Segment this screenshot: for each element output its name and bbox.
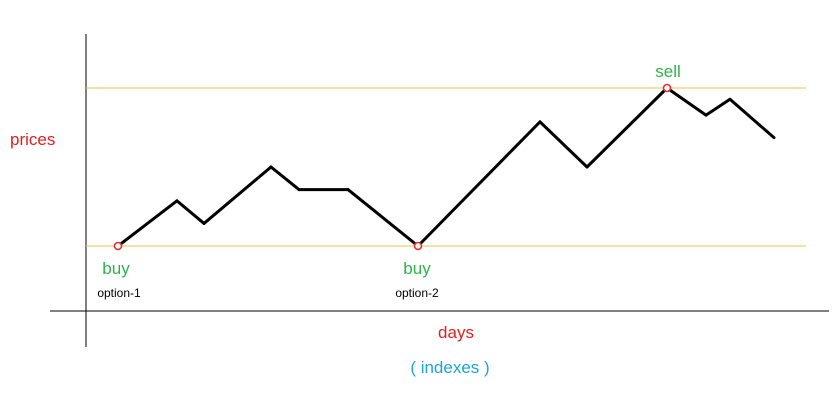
price-segment-9 — [585, 86, 669, 169]
x-axis-note: ( indexes ) — [410, 358, 489, 377]
y-axis-label: prices — [10, 130, 55, 149]
buy-label-1: buy — [102, 259, 130, 278]
buy-marker-2 — [413, 241, 423, 251]
price-segment-12 — [728, 97, 776, 140]
option-label-2: option-2 — [395, 286, 439, 300]
price-segment-3 — [202, 165, 273, 225]
x-axis-label: days — [438, 323, 474, 342]
price-segment-1 — [116, 199, 179, 248]
price-segment-6 — [346, 188, 420, 248]
price-segment-8 — [538, 120, 589, 169]
option-label-1: option-1 — [97, 286, 141, 300]
sell-marker-3 — [662, 83, 672, 93]
price-segment-7 — [416, 120, 542, 248]
price-segment-10 — [665, 86, 708, 117]
sell-label: sell — [655, 62, 681, 81]
price-line — [116, 86, 776, 248]
markers — [113, 83, 672, 251]
price-segment-11 — [704, 97, 732, 117]
buy-label-2: buy — [403, 259, 431, 278]
buy-marker-1 — [113, 241, 123, 251]
price-segment-2 — [175, 199, 206, 225]
price-segment-4 — [269, 165, 301, 192]
